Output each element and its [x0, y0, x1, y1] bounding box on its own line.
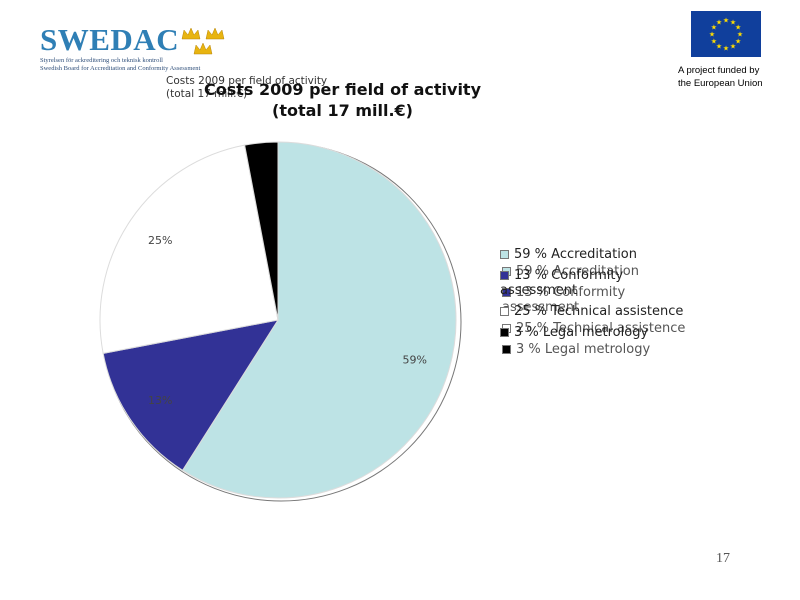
legend-item: 59 % Accreditation [500, 247, 690, 262]
legend-label: 59 % Accreditation [516, 264, 640, 279]
legend-label: 59 % Accreditation [514, 247, 638, 262]
eu-star-icon: ★ [711, 24, 717, 32]
chart-title: Costs 2009 per field of activity (total … [170, 79, 515, 121]
legend-item: 13 % Conformity assessment [500, 268, 690, 298]
pie-slice-accreditation [181, 141, 457, 499]
eu-star-icon: ★ [716, 43, 722, 51]
pie-slice-legal-metrology [244, 141, 279, 321]
logo-tagline-english: Swedish Board for Accreditation and Conf… [40, 65, 201, 72]
slice-label: 25% [148, 234, 172, 247]
eu-stars-icon: ★ ★★★★★★★★★★★ [709, 17, 743, 53]
pie-slice-conformity-assessment [102, 319, 280, 471]
legend-item: 13 % Conformity assessment [502, 285, 692, 315]
eu-caption-line2: the European Union [678, 78, 763, 89]
ghost-title-line2: (total 17 mill.€) [166, 88, 248, 100]
pie-slice-technical-assistence [99, 144, 279, 354]
legend-label: 13 % Conformity assessment [500, 268, 624, 298]
legend-label: 3 % Legal metrology [516, 342, 651, 357]
legend-swatch [500, 328, 509, 337]
eu-caption-line1: A project funded by [678, 65, 760, 76]
legend-swatch [502, 288, 511, 297]
eu-star-icon: ★ [723, 17, 729, 25]
chart-legend-ghost: 59 % Accreditation 13 % Conformity assess… [502, 264, 692, 363]
swedac-logo: SWEDAC Styrelsen för ackreditering och t… [40, 22, 230, 72]
eu-caption: A project funded by the European Union [678, 64, 763, 90]
legend-label: 3 % Legal metrology [514, 325, 649, 340]
eu-star-icon: ★ [709, 31, 715, 39]
legend-label: 25 % Technical assistence [514, 304, 684, 319]
legend-item: 3 % Legal metrology [502, 342, 692, 357]
page-number: 17 [716, 551, 730, 566]
eu-star-icon: ★ [735, 38, 741, 46]
legend-item: 25 % Technical assistence [500, 304, 690, 319]
legend-label: 25 % Technical assistence [516, 321, 686, 336]
chart-ghost-title: Costs 2009 per field of activity (total … [166, 75, 327, 101]
eu-star-icon: ★ [711, 38, 717, 46]
eu-star-icon: ★ [730, 43, 736, 51]
logo-tagline-swedish: Styrelsen för ackreditering och teknisk … [40, 57, 163, 64]
legend-swatch [500, 307, 509, 316]
eu-star-icon: ★ [730, 18, 736, 26]
eu-flag-icon: ★ ★ ★ ★ ★ ★ ★ ★ ★ ★ ★ ★ [691, 11, 761, 57]
eu-star-icon: ★ [735, 24, 741, 32]
legend-item: 3 % Legal metrology [500, 325, 690, 340]
legend-label: 13 % Conformity assessment [502, 285, 626, 315]
legend-swatch [500, 250, 509, 259]
ghost-title-line1: Costs 2009 per field of activity [166, 75, 328, 87]
chart-legend: 59 % Accreditation 13 % Conformity assess… [500, 247, 690, 346]
legend-swatch [500, 271, 509, 280]
three-crowns-icon [181, 27, 225, 55]
slice-label: 59% [403, 354, 427, 367]
chart-subtitle: (total 17 mill.€) [272, 101, 413, 120]
eu-star-icon: ★ [723, 45, 729, 53]
eu-star-icon: ★ [716, 18, 722, 26]
chart-title-line1: Costs 2009 per field of activity [203, 80, 481, 99]
legend-swatch [502, 345, 511, 354]
logo-text: SWEDAC [40, 22, 180, 57]
eu-star-icon: ★ [737, 31, 743, 39]
slice-label: 13% [148, 394, 172, 407]
